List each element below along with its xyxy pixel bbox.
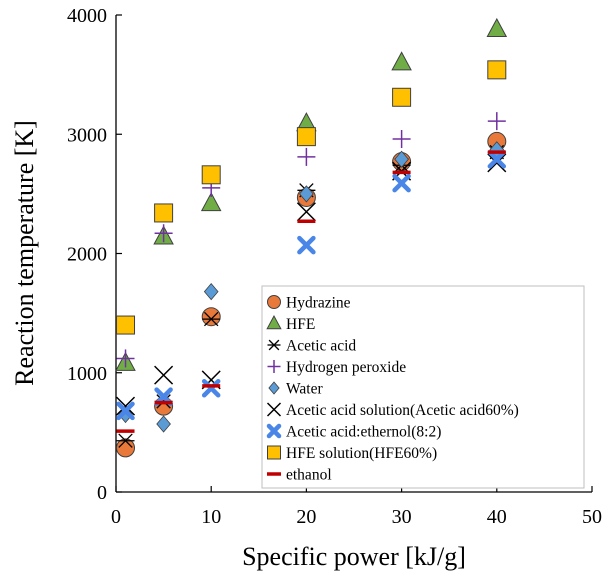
data-point <box>201 307 221 327</box>
y-tick-label: 2000 <box>67 244 107 266</box>
legend-label: HFE solution(HFE60%) <box>286 445 437 462</box>
data-point <box>391 51 412 71</box>
data-point <box>200 192 222 212</box>
legend-label: Acetic acid <box>286 338 356 355</box>
data-point <box>299 185 314 203</box>
legend-label: Acetic acid solution(Acetic acid60%) <box>286 402 519 419</box>
data-point <box>154 203 174 223</box>
legend-marker <box>267 295 281 309</box>
y-tick-label: 4000 <box>67 5 107 27</box>
x-tick-label: 0 <box>111 506 121 528</box>
legend-marker <box>266 423 282 439</box>
data-point <box>297 147 316 166</box>
data-point <box>116 433 135 448</box>
legend: Hydrazine HFE Acetic acid Hydrogen peroxide… <box>261 285 585 489</box>
data-point <box>154 365 174 385</box>
y-axis-title: Reaction temperature [K] <box>10 120 39 386</box>
x-tick-label: 30 <box>392 506 412 528</box>
y-tick-label: 3000 <box>67 124 107 146</box>
data-point <box>297 235 316 255</box>
data-point <box>394 150 409 168</box>
legend-marker <box>267 445 281 460</box>
series-7 <box>116 60 507 335</box>
data-point <box>203 283 219 301</box>
data-point <box>154 224 173 243</box>
data-point <box>116 349 135 368</box>
legend-box <box>261 285 585 489</box>
x-axis-title: Specific power [kJ/g] <box>242 542 466 571</box>
data-point <box>116 315 136 335</box>
legend-label: Acetic acid:ethernol(8:2) <box>286 424 441 441</box>
data-point <box>296 202 316 222</box>
x-tick-label: 40 <box>487 506 507 528</box>
series-1 <box>115 17 508 371</box>
y-tick-label: 1000 <box>67 363 107 385</box>
data-point <box>201 165 221 185</box>
x-axis-ticks: 0 10 20 30 40 50 <box>111 486 602 528</box>
y-axis-ticks: 0 1000 2000 3000 4000 <box>67 5 122 504</box>
data-point <box>116 401 135 421</box>
data-point <box>202 311 221 327</box>
y-tick-label: 0 <box>97 482 107 504</box>
x-tick-label: 20 <box>296 506 316 528</box>
data-point <box>201 379 221 398</box>
data-point <box>296 127 316 147</box>
data-point <box>392 130 411 149</box>
data-point <box>486 17 508 38</box>
data-points <box>115 17 508 458</box>
data-point <box>392 87 412 107</box>
x-tick-label: 10 <box>201 506 221 528</box>
data-point <box>392 173 411 193</box>
series-0 <box>116 131 507 458</box>
data-point <box>156 415 171 433</box>
series-8 <box>116 150 506 433</box>
legend-label: Water <box>286 381 323 398</box>
data-point <box>115 396 136 416</box>
legend-label: Hydrazine <box>286 295 351 312</box>
data-point <box>487 112 506 131</box>
data-point <box>116 438 136 458</box>
legend-label: HFE <box>286 316 315 333</box>
legend-marker <box>266 314 282 330</box>
data-point <box>487 153 507 173</box>
legend-marker <box>266 402 282 417</box>
x-tick-label: 50 <box>582 506 602 528</box>
legend-marker <box>268 381 280 395</box>
series-3 <box>116 112 506 368</box>
data-point <box>487 60 507 80</box>
data-point <box>487 150 507 169</box>
legend-marker <box>267 339 281 351</box>
legend-marker <box>267 360 281 373</box>
legend-label: ethanol <box>286 467 332 484</box>
legend-label: Hydrogen peroxide <box>286 359 406 376</box>
